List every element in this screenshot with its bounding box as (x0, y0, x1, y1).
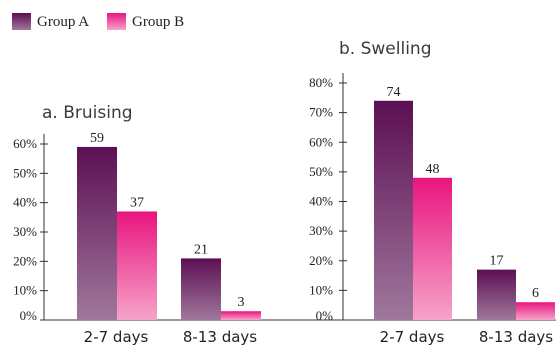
bar-group-a (374, 100, 413, 321)
swelling-chart-title: b. Swelling (339, 39, 432, 59)
bar-value-label: 17 (490, 254, 504, 269)
y-tick-label: 50% (309, 164, 333, 179)
y-tick-label: 0% (20, 308, 38, 323)
y-tick-label: 70% (309, 105, 333, 120)
bar-group-a (181, 258, 221, 320)
y-tick-label: 50% (13, 165, 37, 180)
y-tick-label: 10% (13, 283, 37, 298)
bar-value-label: 21 (194, 242, 208, 257)
y-tick-label: 0% (316, 308, 334, 323)
legend-label-group-b: Group B (132, 14, 184, 30)
y-tick-label: 40% (13, 195, 37, 210)
y-tick-label: 10% (309, 282, 333, 297)
y-tick-label: 40% (309, 194, 333, 209)
x-category-label: 2-7 days (380, 328, 445, 345)
bar-group-b (413, 177, 452, 320)
bruising-chart-panel: a. Bruising 0%10%20%30%40%50%60% 59372-7 … (13, 103, 556, 345)
bar-value-label: 6 (532, 286, 539, 301)
bar-value-label: 37 (130, 195, 144, 210)
legend-swatch-group-a (12, 13, 31, 30)
bar-group-a (77, 146, 117, 320)
y-tick-label: 60% (13, 136, 37, 151)
y-tick-label: 80% (309, 75, 333, 90)
bar-group-b (221, 311, 261, 320)
legend-swatch-group-b (107, 13, 126, 30)
bar-value-label: 3 (238, 295, 245, 310)
bar-value-label: 48 (426, 162, 440, 177)
bar-group-b (117, 211, 157, 320)
bar-value-label: 59 (90, 131, 104, 146)
swelling-chart-panel: b. Swelling 0% 10% 20% 30% 40% 50% 60% 70% 80% 74… (309, 39, 556, 345)
bar-value-label: 74 (387, 85, 401, 100)
y-tick-label: 20% (13, 253, 37, 268)
y-tick-label: 60% (309, 134, 333, 149)
x-category-label: 8-13 days (479, 328, 553, 345)
bruising-chart-title: a. Bruising (42, 103, 133, 123)
legend-label-group-a: Group A (37, 14, 89, 30)
y-tick-label: 30% (309, 223, 333, 238)
bar-group-b (516, 302, 555, 320)
x-category-label: 2-7 days (84, 328, 149, 345)
y-tick-label: 30% (13, 224, 37, 239)
legend: Group A Group B (12, 13, 184, 30)
y-tick-label: 20% (309, 253, 333, 268)
bar-group-a (477, 269, 516, 320)
x-category-label: 8-13 days (183, 328, 257, 345)
